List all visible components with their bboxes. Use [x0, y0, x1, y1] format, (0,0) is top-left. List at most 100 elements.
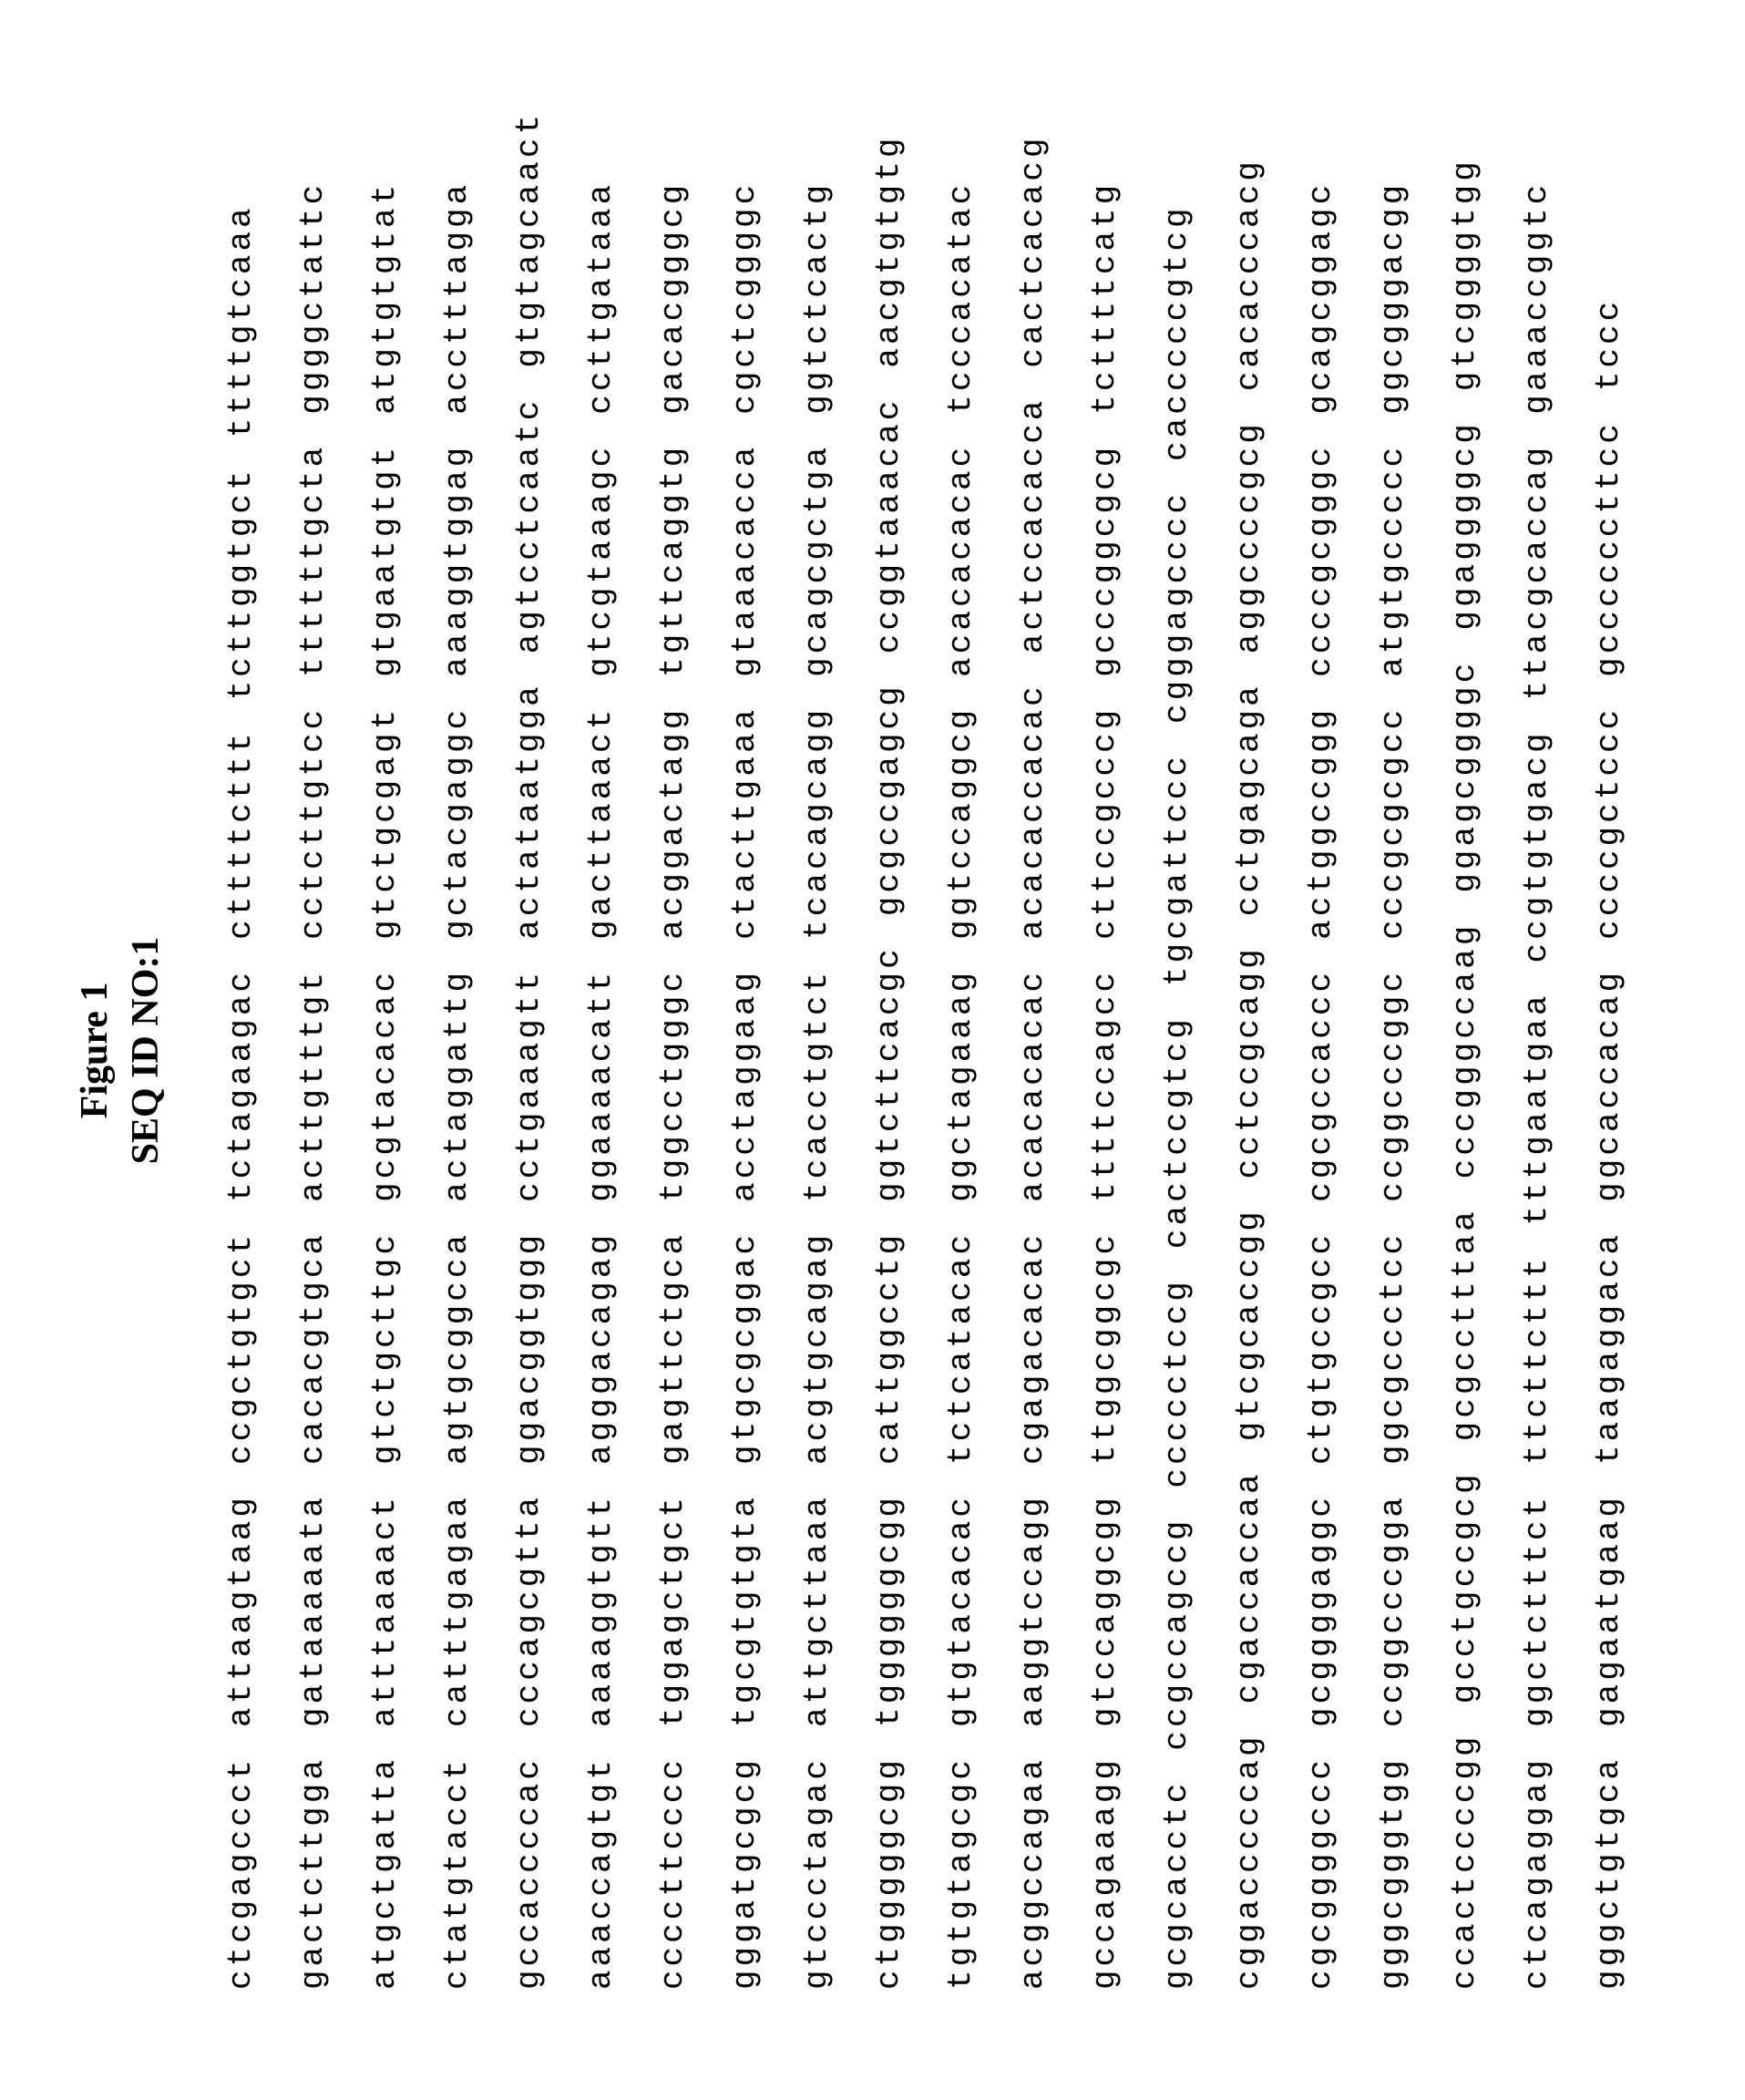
sequence-group: ggtctcactg	[798, 180, 836, 414]
sequence-group: atttaaaact	[366, 1493, 404, 1726]
sequence-group: cccgcgcgcc	[1374, 705, 1411, 939]
sequence-group: agtgcggcca	[438, 1230, 476, 1464]
sequence-id-label: SEQ ID NO:1	[124, 936, 168, 1164]
sequence-group: ggggctattc	[294, 180, 332, 414]
sequence-group: gcccggcgcg	[1086, 443, 1124, 676]
sequence-group: gcgcacctc	[1158, 1779, 1196, 1989]
sequence-group: ccgccagccg	[1158, 1517, 1196, 1750]
sequence-group: gactcttgga	[294, 1756, 332, 1990]
sequence-group: ctgtgccgcc	[1302, 1230, 1340, 1464]
sequence-row: gccagaaagggtccaggcggttggcggcgcttttccagcc…	[1086, 110, 1124, 1989]
sequence-row: ccccttcccctggagctgctgagttctgcatggcctgggc…	[654, 110, 692, 1989]
sequence-block: ctcgagccctattaagtaagccgctgtgcttctagaagac…	[222, 110, 1627, 1989]
sequence-group: actggccggg	[1302, 705, 1340, 939]
sequence-group: ttttgtcaaa	[222, 204, 260, 438]
sequence-group: cacccccgtcg	[1158, 204, 1196, 461]
sequence-group: tttgaatgaa	[1518, 992, 1555, 1225]
sequence-row: aaaccagtgtaaaaggtgttagggacagagggaaaacatt…	[582, 110, 620, 1989]
sequence-group: ggagcggggc	[1446, 659, 1483, 892]
sequence-group: tcacctgtct	[798, 968, 836, 1201]
sequence-group: gccccccttcc	[1590, 420, 1627, 677]
sequence-group: ttttccagcc	[1086, 968, 1124, 1201]
sequence-group: acctttagga	[438, 180, 476, 414]
sequence-group: agggacagag	[582, 1230, 620, 1464]
sequence-group: atgtgccccc	[1374, 443, 1411, 676]
sequence-row: acggccagaaaaggtccaggcgagacacacacacacacac…	[1014, 110, 1052, 1989]
sequence-group: tcttttcatg	[1086, 180, 1124, 414]
sequence-group: gtcggggtgg	[1446, 158, 1483, 391]
sequence-row: atgctgattaatttaaaactgtctgcttgcgcgtacacac…	[366, 110, 404, 1989]
sequence-group: tcccacatac	[942, 180, 980, 414]
figure-label: Figure 1	[73, 936, 117, 1164]
sequence-row: gactcttggagataaaaatacacacgtgcaacttgtttgt…	[294, 110, 332, 1989]
sequence-row: ctcgagccctattaagtaagccgctgtgcttctagaagac…	[222, 110, 260, 1989]
sequence-group: gcagcgctga	[798, 443, 836, 676]
sequence-row: gggctgtgca gagaatgaag taagaggaca ggcaccacag…	[1590, 110, 1627, 1989]
sequence-group: aaaaggtgtt	[582, 1493, 620, 1726]
sequence-group: gtccaggcgg	[1086, 1493, 1124, 1726]
sequence-group: ggctctttct	[1518, 1493, 1555, 1726]
sequence-group: ccggcccggc	[1374, 968, 1411, 1201]
sequence-group: ggtcttcacgc	[870, 945, 908, 1202]
sequence-group: tggcctgggc	[654, 968, 692, 1201]
sequence-group: gtccctagac	[798, 1756, 836, 1990]
sequence-group: attaagtaag	[222, 1493, 260, 1726]
sequence-row: cgcggggcccgcggggaggcctgtgccgcccgcgccaccc…	[1302, 110, 1340, 1989]
sequence-group: aggccccgcg	[1230, 420, 1268, 654]
sequence-group: taagaggaca	[1590, 1230, 1627, 1464]
sequence-group: ttttttgcta	[294, 443, 332, 676]
sequence-group: tggggggcgg	[870, 1493, 908, 1726]
sequence-group: gcggggaggc	[1302, 1493, 1340, 1726]
sequence-group: cacacccacg	[1230, 158, 1268, 391]
sequence-group: gtgtagcaact	[510, 110, 548, 367]
sequence-group: aaaggtggag	[438, 443, 476, 676]
sequence-group: cgcgccaccc	[1302, 968, 1340, 1201]
sequence-group: actccacacca	[1014, 396, 1052, 654]
sequence-group: cggacccccag	[1230, 1733, 1268, 1990]
sequence-group: gtcgcaccgg	[1230, 1208, 1268, 1441]
sequence-group: acggactagg	[654, 705, 692, 939]
sequence-group: gagttctgca	[654, 1230, 692, 1464]
sequence-group: ccggtaaacac	[870, 396, 908, 654]
sequence-group: aaaccagtgt	[582, 1756, 620, 1990]
sequence-group: tccc	[1590, 297, 1627, 390]
sequence-group: catttgagaa	[438, 1493, 476, 1726]
sequence-group: ccccctccg	[1158, 1278, 1196, 1488]
sequence-group: ttcttcttt	[1518, 1254, 1555, 1464]
sequence-group: gggctgtgca	[1590, 1756, 1627, 1990]
sequence-group: ttacgcaccag	[1518, 443, 1555, 700]
sequence-group: acacacacac	[1014, 968, 1052, 1201]
sequence-group: cactccgtcg	[1158, 1015, 1196, 1249]
sequence-group: ctatgtacct	[438, 1756, 476, 1990]
sequence-group: actataatgga	[510, 683, 548, 940]
sequence-group: cttccgcccg	[1086, 705, 1124, 939]
sequence-group: gccaccccac	[510, 1756, 548, 1990]
sequence-group: gtgtacacac	[942, 1493, 980, 1726]
sequence-group: gcgccgagcg	[870, 683, 908, 916]
sequence-group: gctacgaggc	[438, 705, 476, 939]
sequence-group: gtgcgcggac	[726, 1230, 764, 1464]
sequence-group: gagaatgaag	[1590, 1493, 1627, 1726]
sequence-group: cctcttgtcc	[294, 705, 332, 939]
sequence-row: ctcagaggagggctctttctttcttcttttttgaatgaac…	[1518, 110, 1555, 1989]
sequence-row: gggcgggtggccggcccggaggcgccctccccggcccggc…	[1374, 110, 1411, 1989]
sequence-row: gtccctagacattgcttaaaacgtgcagagtcacctgtct…	[798, 110, 836, 1989]
sequence-group: cctccgcagg	[1230, 945, 1268, 1179]
sequence-group: cccgggccaag	[1446, 921, 1483, 1179]
sequence-group: gcgtacacac	[366, 968, 404, 1201]
sequence-group: ccttgataaa	[582, 180, 620, 414]
sequence-row: gcgcacctcccgccagccgccccctccgcactccgtcgtg…	[1158, 110, 1196, 1989]
sequence-group: ggcaccacag	[1590, 968, 1627, 1201]
sequence-group: gcagcggagc	[1302, 180, 1340, 414]
sequence-group: cccagcgtta	[510, 1493, 548, 1726]
sequence-group: tgtgtagcgc	[942, 1756, 980, 1990]
sequence-group: cgagacacac	[1014, 1230, 1052, 1464]
sequence-row: tgtgtagcgcgtgtacacactctcatacacggctagaaag…	[942, 110, 980, 1989]
sequence-row: ctgggggcggtggggggcggcattggcctgggtcttcacg…	[870, 110, 908, 1989]
sequence-group: gcctgccgcg	[1446, 1470, 1483, 1704]
sequence-group: ccccgcgggc	[1302, 443, 1340, 676]
sequence-group: tctagaagac	[222, 968, 260, 1201]
sequence-group: cactcacacg	[1014, 134, 1052, 367]
sequence-group: actaggattg	[438, 968, 476, 1201]
sequence-group: aaggtccagg	[1014, 1493, 1052, 1726]
